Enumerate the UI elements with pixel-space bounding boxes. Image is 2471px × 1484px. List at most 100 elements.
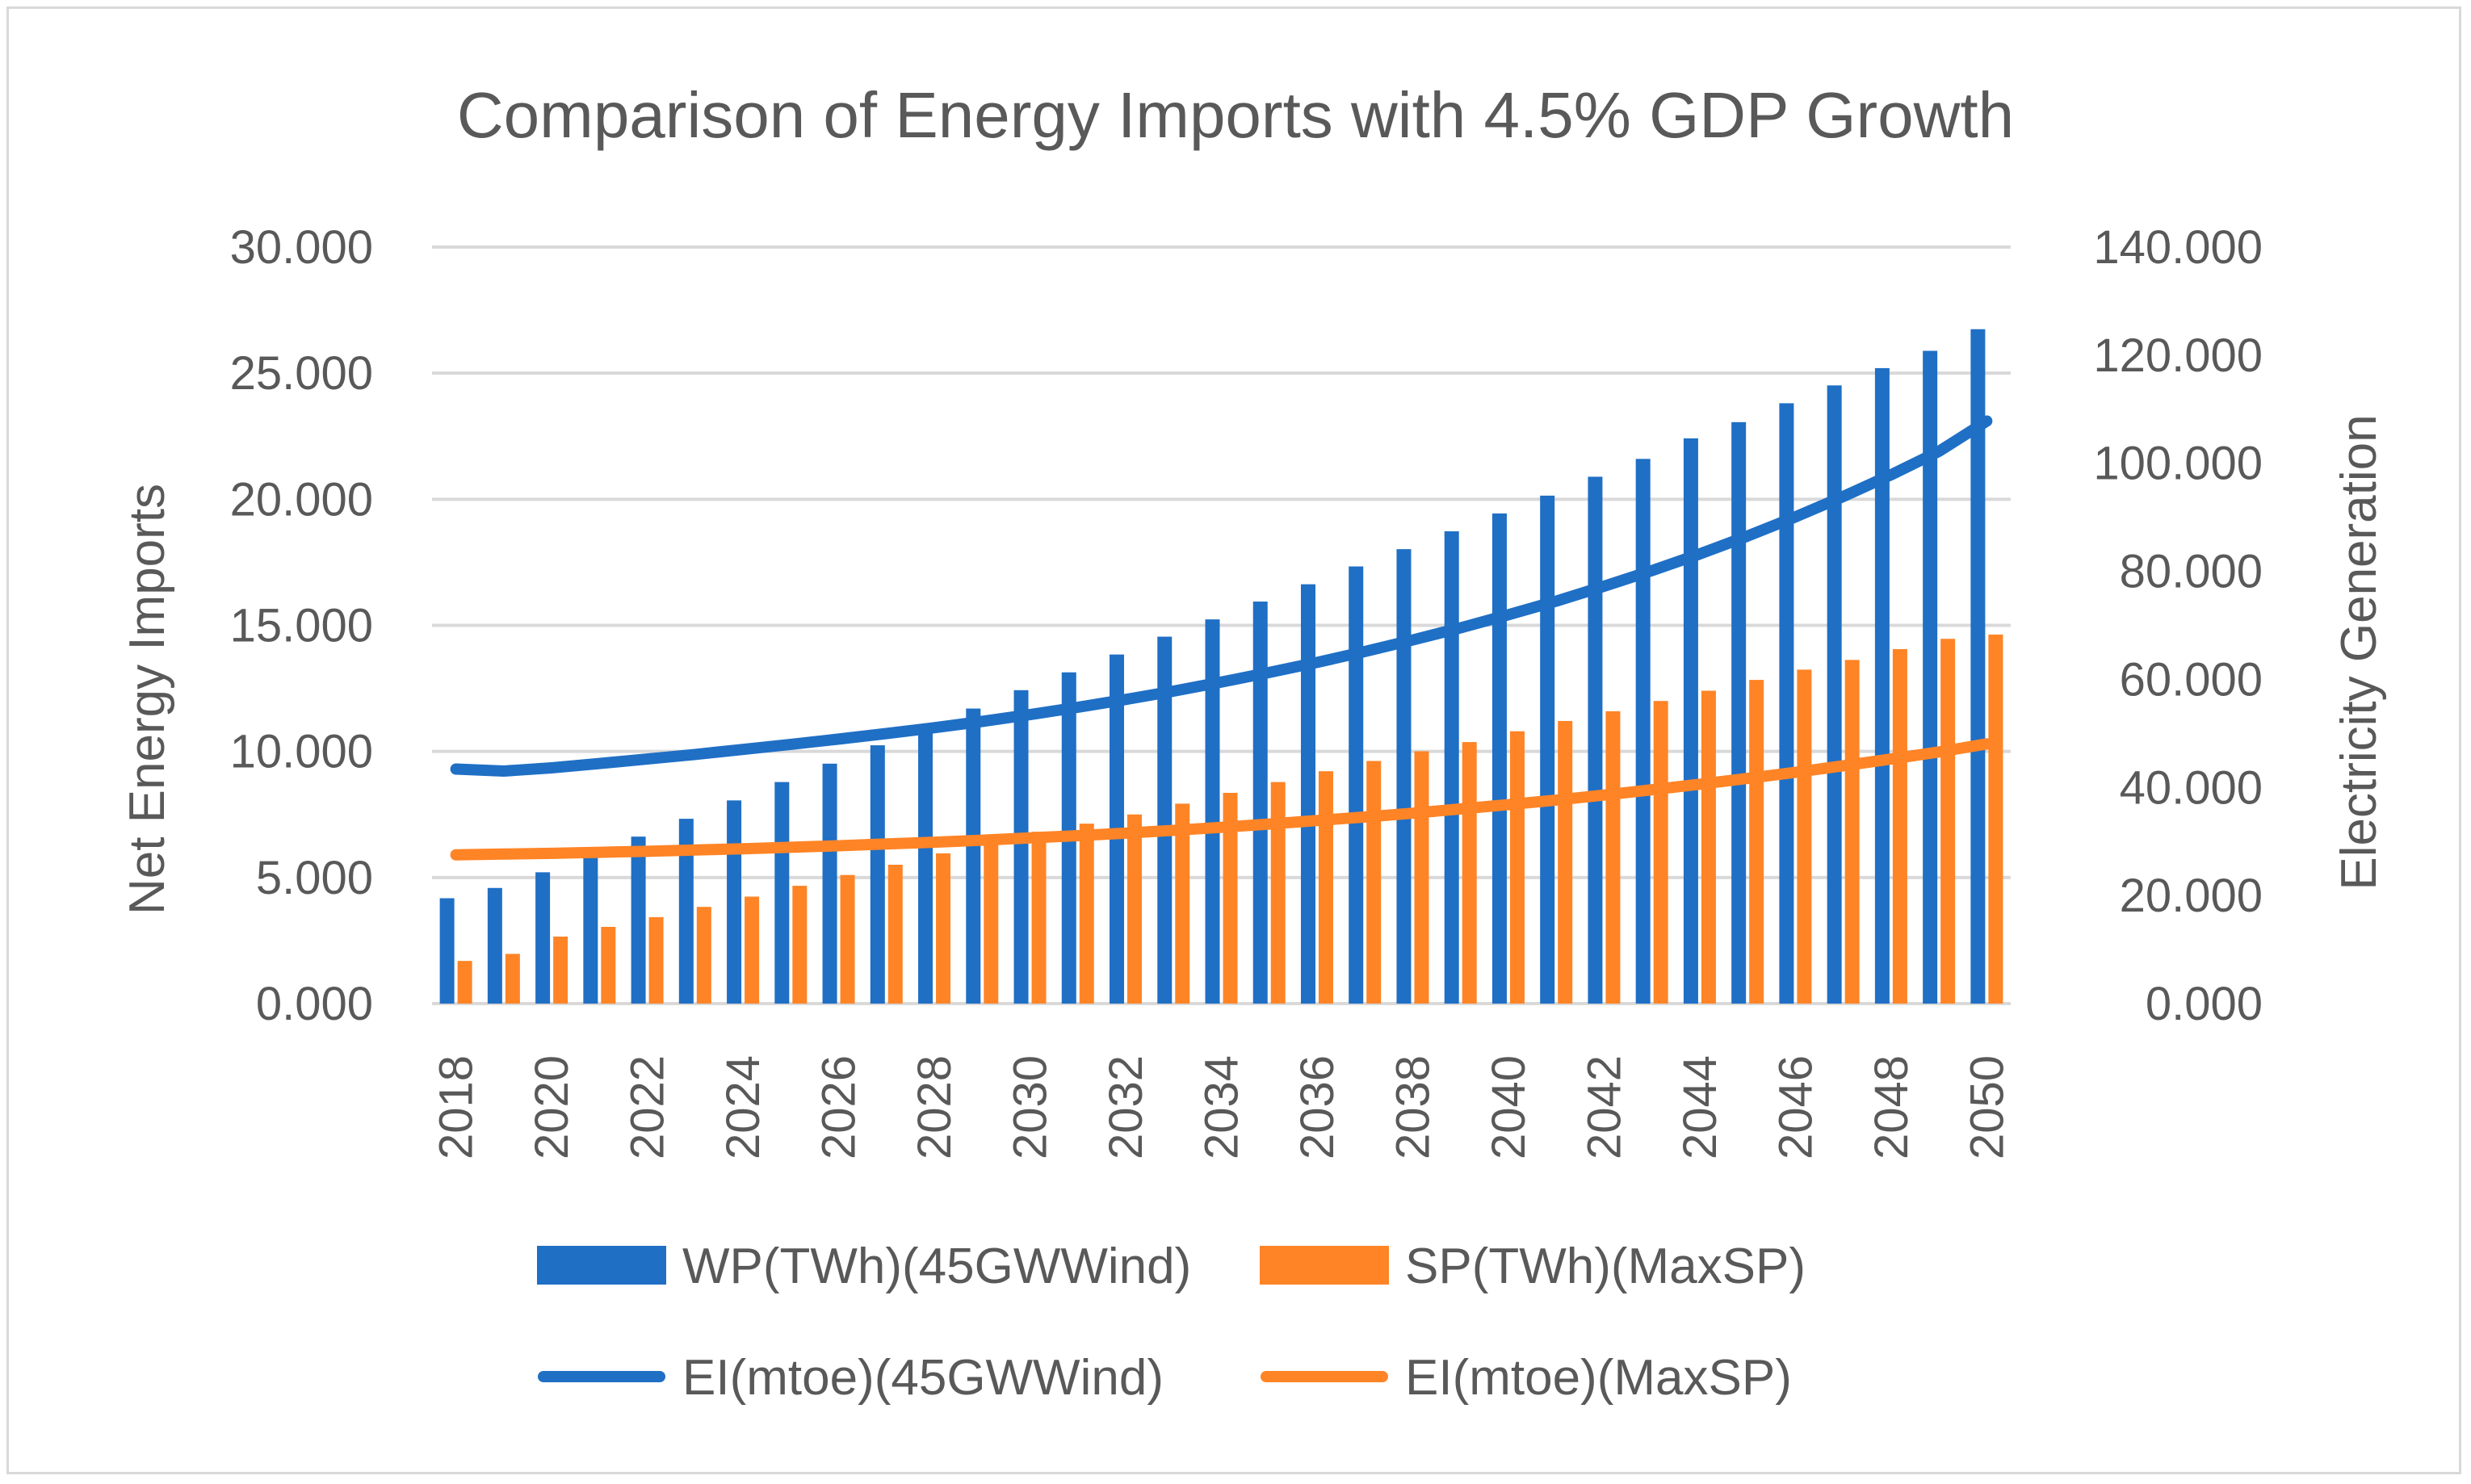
x-tick-label: 2022: [622, 1055, 674, 1159]
left-tick-label: 25.000: [230, 347, 373, 400]
sp-bar-2036: [1318, 771, 1333, 1004]
legend-label: EI(mtoe)(45GWWind): [682, 1350, 1164, 1406]
x-axis-ticks: 2018 2020 2022 2024 2026 2028 2030 2032 2034 2036…: [430, 1055, 2014, 1159]
sp-bar-2025: [792, 886, 808, 1004]
right-axis-ticks: 0.000 20.000 40.000 60.000 80.000 100.000 120.…: [2093, 221, 2263, 1030]
right-tick-label: 20.000: [2120, 870, 2263, 922]
wp-bar-2040: [1491, 513, 1507, 1004]
right-tick-label: 100.000: [2093, 438, 2263, 490]
legend-item-ei-maxsp: EI(mtoe)(MaxSP): [1261, 1350, 1792, 1406]
x-tick-label: 2040: [1483, 1055, 1535, 1159]
wp-bar-2050: [1970, 329, 1986, 1004]
wp-bar-2037: [1349, 566, 1364, 1004]
sp-bar-2028: [936, 853, 951, 1004]
x-tick-label: 2044: [1674, 1055, 1726, 1159]
sp-bar-2049: [1940, 639, 1956, 1004]
sp-bar-2042: [1605, 711, 1621, 1004]
left-axis-ticks: 0.000 5.000 10.000 15.000 20.000 25.000 30.000: [230, 221, 373, 1030]
left-tick-label: 30.000: [230, 221, 373, 274]
legend-swatch: [537, 1246, 666, 1285]
sp-bar-2050: [1988, 634, 2003, 1004]
x-tick-label: 2026: [813, 1055, 866, 1159]
left-tick-label: 0.000: [256, 978, 373, 1030]
left-axis-title: Net Energy Imports: [120, 484, 175, 915]
wp-bar-2018: [439, 898, 455, 1004]
right-tick-label: 0.000: [2146, 978, 2263, 1030]
chart-title: Comparison of Energy Imports with 4.5% G…: [457, 79, 2014, 151]
wp-bar-2028: [918, 727, 933, 1004]
wp-bar-2021: [583, 856, 598, 1004]
sp-bar-2038: [1414, 751, 1429, 1004]
sp-bar-2043: [1653, 701, 1668, 1004]
sp-bar-2046: [1797, 669, 1812, 1004]
left-tick-label: 15.000: [230, 600, 373, 652]
sp-bar-2019: [505, 954, 520, 1004]
sp-bar-2035: [1270, 782, 1286, 1004]
x-tick-label: 2042: [1578, 1055, 1630, 1159]
sp-bar-2041: [1558, 720, 1573, 1004]
gridlines: [432, 245, 2011, 1005]
sp-bar-2024: [745, 896, 760, 1004]
x-tick-label: 2024: [717, 1055, 770, 1159]
right-tick-label: 60.000: [2120, 653, 2263, 706]
wp-bar-2047: [1827, 385, 1842, 1004]
wp-bar-2027: [870, 745, 885, 1004]
bar-layer: [439, 329, 2003, 1004]
right-tick-label: 40.000: [2120, 761, 2263, 814]
right-tick-label: 140.000: [2093, 221, 2263, 274]
sp-bar-2045: [1749, 680, 1764, 1004]
sp-bar-2047: [1844, 660, 1860, 1004]
legend-item-ei-45gwwind: EI(mtoe)(45GWWind): [538, 1350, 1164, 1406]
legend-label: EI(mtoe)(MaxSP): [1405, 1350, 1792, 1406]
x-tick-label: 2050: [1961, 1055, 2013, 1159]
wp-bar-2022: [631, 836, 646, 1004]
wp-bar-2035: [1252, 602, 1268, 1004]
left-tick-label: 10.000: [230, 726, 373, 778]
wp-bar-2045: [1731, 421, 1747, 1004]
sp-bar-2020: [553, 937, 568, 1004]
sp-bar-2044: [1701, 690, 1716, 1004]
wp-bar-2033: [1157, 636, 1173, 1004]
line-layer: [450, 415, 1993, 861]
wp-bar-2048: [1874, 367, 1890, 1004]
legend-label: WP(TWh)(45GWWind): [682, 1239, 1191, 1294]
wp-bar-2025: [774, 782, 790, 1004]
x-tick-label: 2036: [1291, 1055, 1344, 1159]
wp-bar-2026: [822, 763, 837, 1004]
x-tick-label: 2018: [430, 1055, 483, 1159]
right-tick-label: 80.000: [2120, 546, 2263, 598]
x-tick-label: 2046: [1769, 1055, 1822, 1159]
sp-bar-2027: [887, 864, 903, 1004]
sp-bar-2022: [648, 916, 664, 1004]
wp-bar-2034: [1205, 619, 1220, 1004]
right-tick-label: 120.000: [2093, 329, 2263, 382]
sp-bar-2018: [457, 961, 472, 1004]
sp-bar-2040: [1509, 731, 1525, 1004]
legend-item-sp: SP(TWh)(MaxSP): [1260, 1239, 1806, 1294]
x-tick-label: 2020: [526, 1055, 578, 1159]
chart-frame: [6, 6, 2461, 1474]
legend-label: SP(TWh)(MaxSP): [1405, 1239, 1806, 1294]
sp-bar-2021: [601, 926, 616, 1004]
legend-swatch: [1260, 1246, 1389, 1285]
x-tick-label: 2032: [1100, 1055, 1152, 1159]
wp-bar-2023: [678, 819, 694, 1004]
wp-bar-2036: [1300, 584, 1315, 1004]
legend: WP(TWh)(45GWWind) SP(TWh)(MaxSP) EI(mtoe)(…: [537, 1239, 1806, 1406]
wp-bar-2046: [1779, 403, 1794, 1004]
x-tick-label: 2028: [908, 1055, 961, 1159]
wp-bar-2042: [1588, 476, 1603, 1004]
ei-45gwwind-line: [450, 415, 1993, 778]
wp-bar-2029: [966, 708, 981, 1004]
sp-bar-2031: [1079, 824, 1094, 1004]
x-tick-label: 2048: [1865, 1055, 1918, 1159]
wp-bar-2030: [1013, 690, 1029, 1004]
wp-bar-2043: [1635, 459, 1651, 1004]
wp-bar-2044: [1683, 438, 1698, 1004]
sp-bar-2030: [1031, 832, 1047, 1004]
x-tick-label: 2038: [1387, 1055, 1439, 1159]
sp-bar-2023: [696, 907, 711, 1004]
x-tick-label: 2030: [1005, 1055, 1057, 1159]
x-tick-label: 2034: [1196, 1055, 1248, 1159]
wp-bar-2041: [1540, 495, 1555, 1004]
